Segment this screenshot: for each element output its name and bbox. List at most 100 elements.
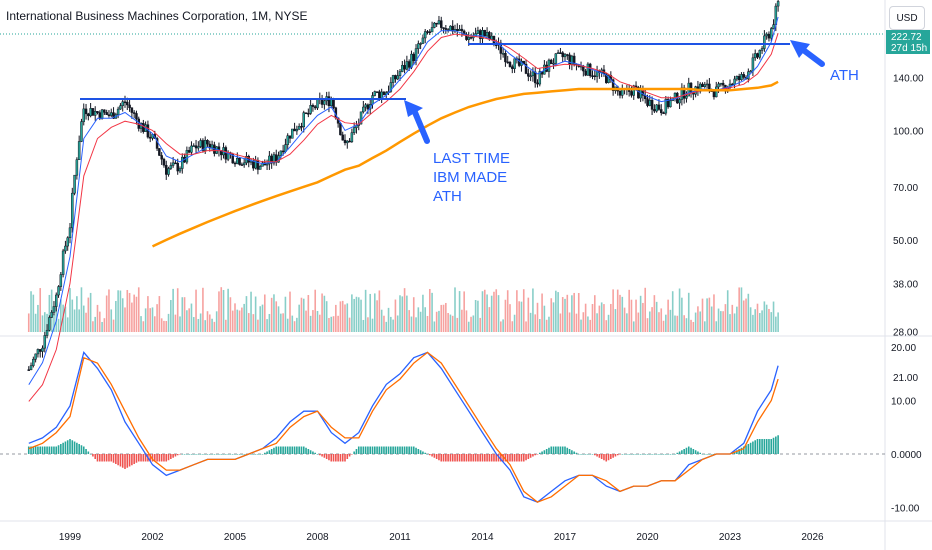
candle-body	[465, 34, 468, 40]
volume-bar	[202, 287, 204, 332]
macd-histogram-bar	[149, 454, 152, 462]
macd-histogram-bar	[263, 452, 266, 454]
candle-body	[467, 37, 470, 40]
macd-histogram-bar	[756, 439, 759, 454]
macd-histogram-bar	[392, 446, 394, 454]
volume-bar	[415, 317, 417, 332]
macd-histogram-bar	[213, 454, 216, 455]
candle-body	[733, 78, 736, 85]
macd-histogram-bar	[286, 446, 289, 454]
candle-body	[105, 112, 108, 115]
time-tick-label: 2005	[224, 532, 247, 543]
macd-histogram-bar	[445, 454, 447, 462]
volume-bar	[644, 287, 647, 332]
candle-body	[343, 139, 347, 144]
macd-histogram-bar	[639, 454, 642, 455]
candle-body	[607, 75, 610, 83]
volume-bar	[277, 306, 280, 332]
price-axis[interactable]: 140.00 100.00 70.00 50.00 38.00 28.00 21.00	[893, 73, 924, 384]
volume-bar	[518, 301, 520, 332]
macd-histogram-bar	[412, 446, 415, 454]
candle-body	[719, 82, 723, 85]
volume-bar	[699, 311, 702, 332]
volume-bar	[236, 309, 239, 332]
volume-bar	[646, 318, 649, 332]
macd-axis[interactable]: 20.00 10.00 0.0000 -10.00	[891, 343, 922, 515]
candle-body	[311, 105, 315, 107]
candle-body	[84, 108, 88, 115]
macd-histogram-bar	[121, 454, 124, 468]
time-tick-label: 2017	[554, 532, 577, 543]
volume-bar	[504, 299, 507, 332]
macd-histogram-bar	[32, 446, 35, 454]
candle-body	[770, 28, 773, 39]
time-tick-label: 1999	[59, 532, 82, 543]
volume-bar	[254, 296, 257, 332]
candle-body	[405, 61, 409, 70]
candle-body	[378, 91, 381, 99]
macd-histogram-bar	[410, 446, 413, 454]
candle-body	[490, 35, 493, 40]
macd-histogram-bar	[527, 454, 530, 459]
volume-bar	[571, 295, 573, 332]
macd-histogram-bar	[591, 454, 594, 455]
macd-histogram-bar	[318, 454, 321, 456]
macd-histogram-bar	[745, 445, 747, 454]
candle-body	[231, 154, 234, 164]
volume-bar	[632, 321, 635, 332]
volume-bar	[163, 320, 165, 332]
last-time-line-1: LAST TIME	[433, 150, 510, 167]
macd-histogram-bar	[662, 454, 665, 455]
candle-body	[233, 162, 237, 165]
macd-histogram-bar	[607, 454, 610, 461]
macd-histogram-bar	[34, 446, 37, 454]
volume-bar	[110, 309, 113, 332]
macd-histogram-bar	[603, 454, 605, 461]
macd-histogram-bar	[548, 447, 550, 454]
candle-body	[224, 147, 228, 160]
volume-bar	[534, 314, 537, 332]
volume-bar	[758, 313, 761, 332]
candle-body	[41, 347, 44, 352]
candle-body	[194, 145, 198, 149]
macd-histogram-bar	[655, 454, 658, 455]
volume-bar	[206, 311, 209, 332]
volume-bar	[548, 316, 550, 332]
candle-body	[423, 31, 427, 39]
candle-body	[737, 76, 741, 81]
volume-bar	[692, 321, 695, 332]
volume-bar	[683, 315, 685, 332]
macd-tick-label: 0.0000	[891, 450, 922, 461]
macd-histogram-bar	[98, 454, 101, 462]
volume-bar	[479, 317, 482, 332]
macd-histogram-bar	[390, 446, 392, 454]
candle-body	[485, 32, 489, 37]
volume-bar	[367, 317, 369, 332]
volume-bar	[669, 309, 672, 332]
macd-histogram-bar	[628, 454, 630, 455]
volume-bar	[754, 309, 757, 332]
candle-body	[648, 99, 652, 106]
volume-bar	[456, 317, 459, 332]
candle-body	[64, 245, 67, 252]
volume-bar	[112, 319, 115, 332]
macd-histogram-bar	[770, 439, 773, 454]
macd-histogram-bar	[27, 446, 30, 454]
macd-tick-label: -10.00	[891, 504, 920, 515]
time-axis[interactable]: 1999 2002 2005 2008 2011 2014 2017 2020 2023 2026	[59, 532, 824, 543]
volume-bar	[509, 304, 511, 332]
macd-histogram-bar	[380, 446, 383, 454]
candle-body	[265, 163, 269, 166]
candle-body	[256, 159, 260, 170]
volume-bar	[731, 304, 734, 332]
macd-histogram-bar	[584, 454, 587, 455]
price-badge	[886, 30, 930, 54]
volume-bar	[78, 309, 80, 332]
macd-histogram-bar	[131, 454, 133, 466]
macd-histogram-bar	[522, 454, 525, 462]
macd-histogram-bar	[422, 451, 424, 454]
currency-button[interactable]: USD	[889, 6, 925, 30]
candle-body	[332, 99, 335, 109]
macd-histogram-bar	[403, 446, 406, 454]
